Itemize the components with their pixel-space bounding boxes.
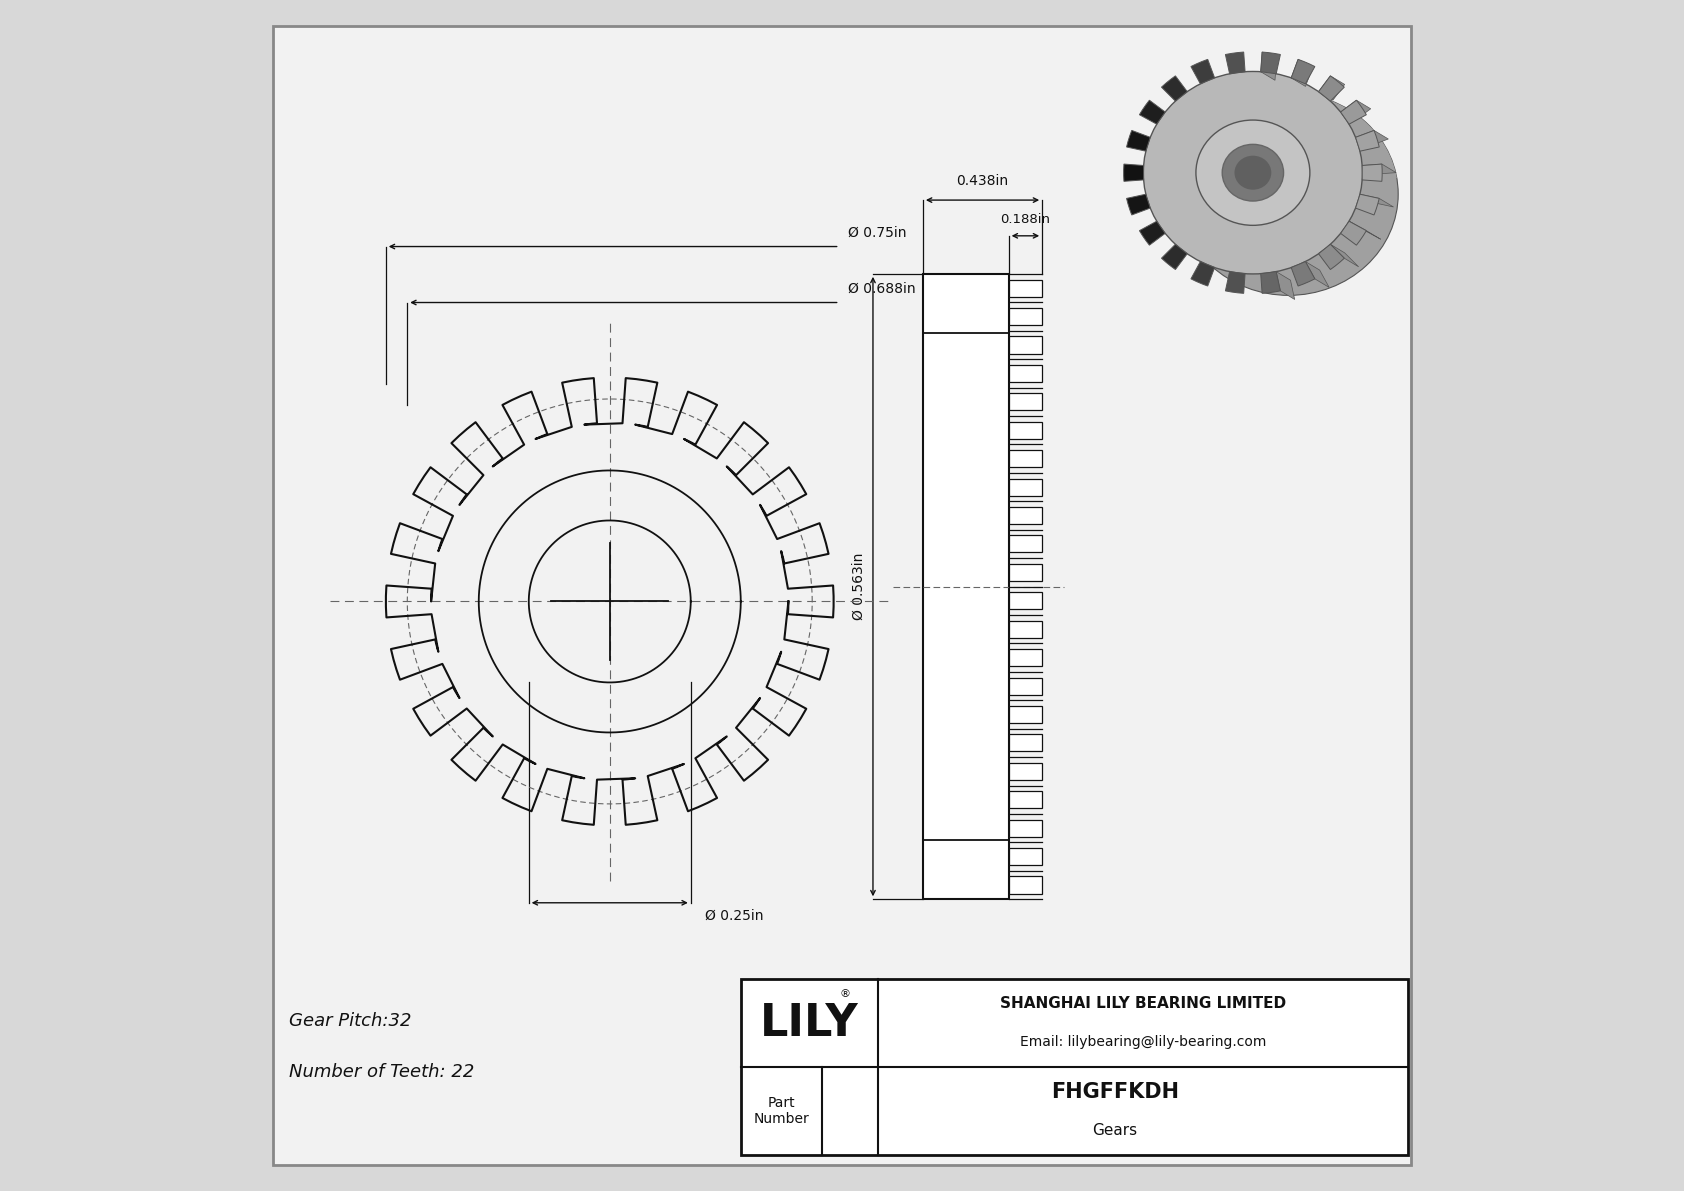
Polygon shape	[1319, 244, 1344, 269]
Bar	[1009, 336, 1042, 354]
Text: Ø 0.75in: Ø 0.75in	[849, 225, 906, 239]
Polygon shape	[1319, 76, 1344, 101]
Bar	[1009, 848, 1042, 865]
Text: 0.438in: 0.438in	[957, 174, 1009, 188]
Bar	[1009, 877, 1042, 893]
Polygon shape	[1226, 52, 1244, 74]
Polygon shape	[1292, 60, 1312, 87]
Polygon shape	[1276, 272, 1295, 299]
Polygon shape	[1319, 76, 1344, 100]
Polygon shape	[1226, 272, 1244, 293]
Text: Ø 0.25in: Ø 0.25in	[706, 909, 763, 923]
Ellipse shape	[1223, 144, 1283, 201]
Bar	[1009, 280, 1042, 297]
Bar	[1009, 791, 1042, 809]
Text: Part
Number: Part Number	[753, 1096, 808, 1127]
Polygon shape	[1340, 100, 1366, 124]
Bar	[1009, 308, 1042, 325]
Polygon shape	[1162, 76, 1187, 101]
Text: SHANGHAI LILY BEARING LIMITED: SHANGHAI LILY BEARING LIMITED	[1000, 996, 1287, 1011]
Bar	[1009, 762, 1042, 780]
Ellipse shape	[1143, 71, 1362, 274]
Bar	[1009, 393, 1042, 411]
Polygon shape	[1261, 272, 1280, 293]
Polygon shape	[1340, 100, 1371, 120]
Text: Gear Pitch:32: Gear Pitch:32	[290, 1012, 413, 1030]
Bar	[1009, 621, 1042, 637]
Polygon shape	[1361, 194, 1394, 207]
Text: ®: ®	[840, 990, 850, 999]
Text: 0.188in: 0.188in	[1000, 213, 1051, 226]
Bar	[923, 274, 1009, 899]
Text: Ø 0.563in: Ø 0.563in	[852, 553, 866, 621]
Bar	[1009, 735, 1042, 752]
Bar	[1009, 536, 1042, 553]
Polygon shape	[1362, 164, 1383, 181]
Polygon shape	[1340, 222, 1366, 245]
Polygon shape	[1191, 262, 1214, 286]
Polygon shape	[1123, 164, 1143, 181]
Bar	[741, 979, 1408, 1155]
Bar	[1009, 819, 1042, 836]
Text: Email: lilybearing@lily-bearing.com: Email: lilybearing@lily-bearing.com	[1019, 1035, 1266, 1049]
Text: Number of Teeth: 22: Number of Teeth: 22	[290, 1064, 475, 1081]
Polygon shape	[1305, 262, 1329, 287]
Text: Gears: Gears	[1093, 1123, 1137, 1139]
Bar	[1009, 649, 1042, 666]
Text: LILY: LILY	[759, 1002, 859, 1045]
Bar	[1009, 364, 1042, 382]
Polygon shape	[1127, 131, 1150, 151]
Bar	[1009, 678, 1042, 694]
Polygon shape	[1127, 194, 1150, 214]
Polygon shape	[1145, 71, 1396, 179]
Ellipse shape	[1179, 93, 1398, 295]
Polygon shape	[1356, 131, 1388, 145]
Bar	[1009, 706, 1042, 723]
Bar	[1009, 422, 1042, 438]
Bar	[1009, 450, 1042, 467]
Polygon shape	[1140, 222, 1165, 245]
Polygon shape	[1261, 52, 1276, 80]
Polygon shape	[1349, 222, 1381, 239]
Bar	[1009, 479, 1042, 495]
Polygon shape	[1140, 100, 1165, 124]
Polygon shape	[1191, 60, 1214, 83]
Bar	[1009, 563, 1042, 581]
Ellipse shape	[1196, 120, 1310, 225]
Ellipse shape	[1234, 156, 1271, 189]
Polygon shape	[1362, 164, 1396, 174]
Bar	[1009, 592, 1042, 610]
Text: Ø 0.688in: Ø 0.688in	[849, 281, 916, 295]
Polygon shape	[1356, 131, 1379, 151]
Text: FHGFFKDH: FHGFFKDH	[1051, 1081, 1179, 1102]
Polygon shape	[1261, 52, 1280, 74]
Polygon shape	[1292, 262, 1315, 286]
Bar	[1009, 507, 1042, 524]
Polygon shape	[1162, 244, 1187, 269]
Polygon shape	[1292, 60, 1315, 83]
Polygon shape	[1356, 194, 1379, 214]
Polygon shape	[1330, 244, 1359, 267]
